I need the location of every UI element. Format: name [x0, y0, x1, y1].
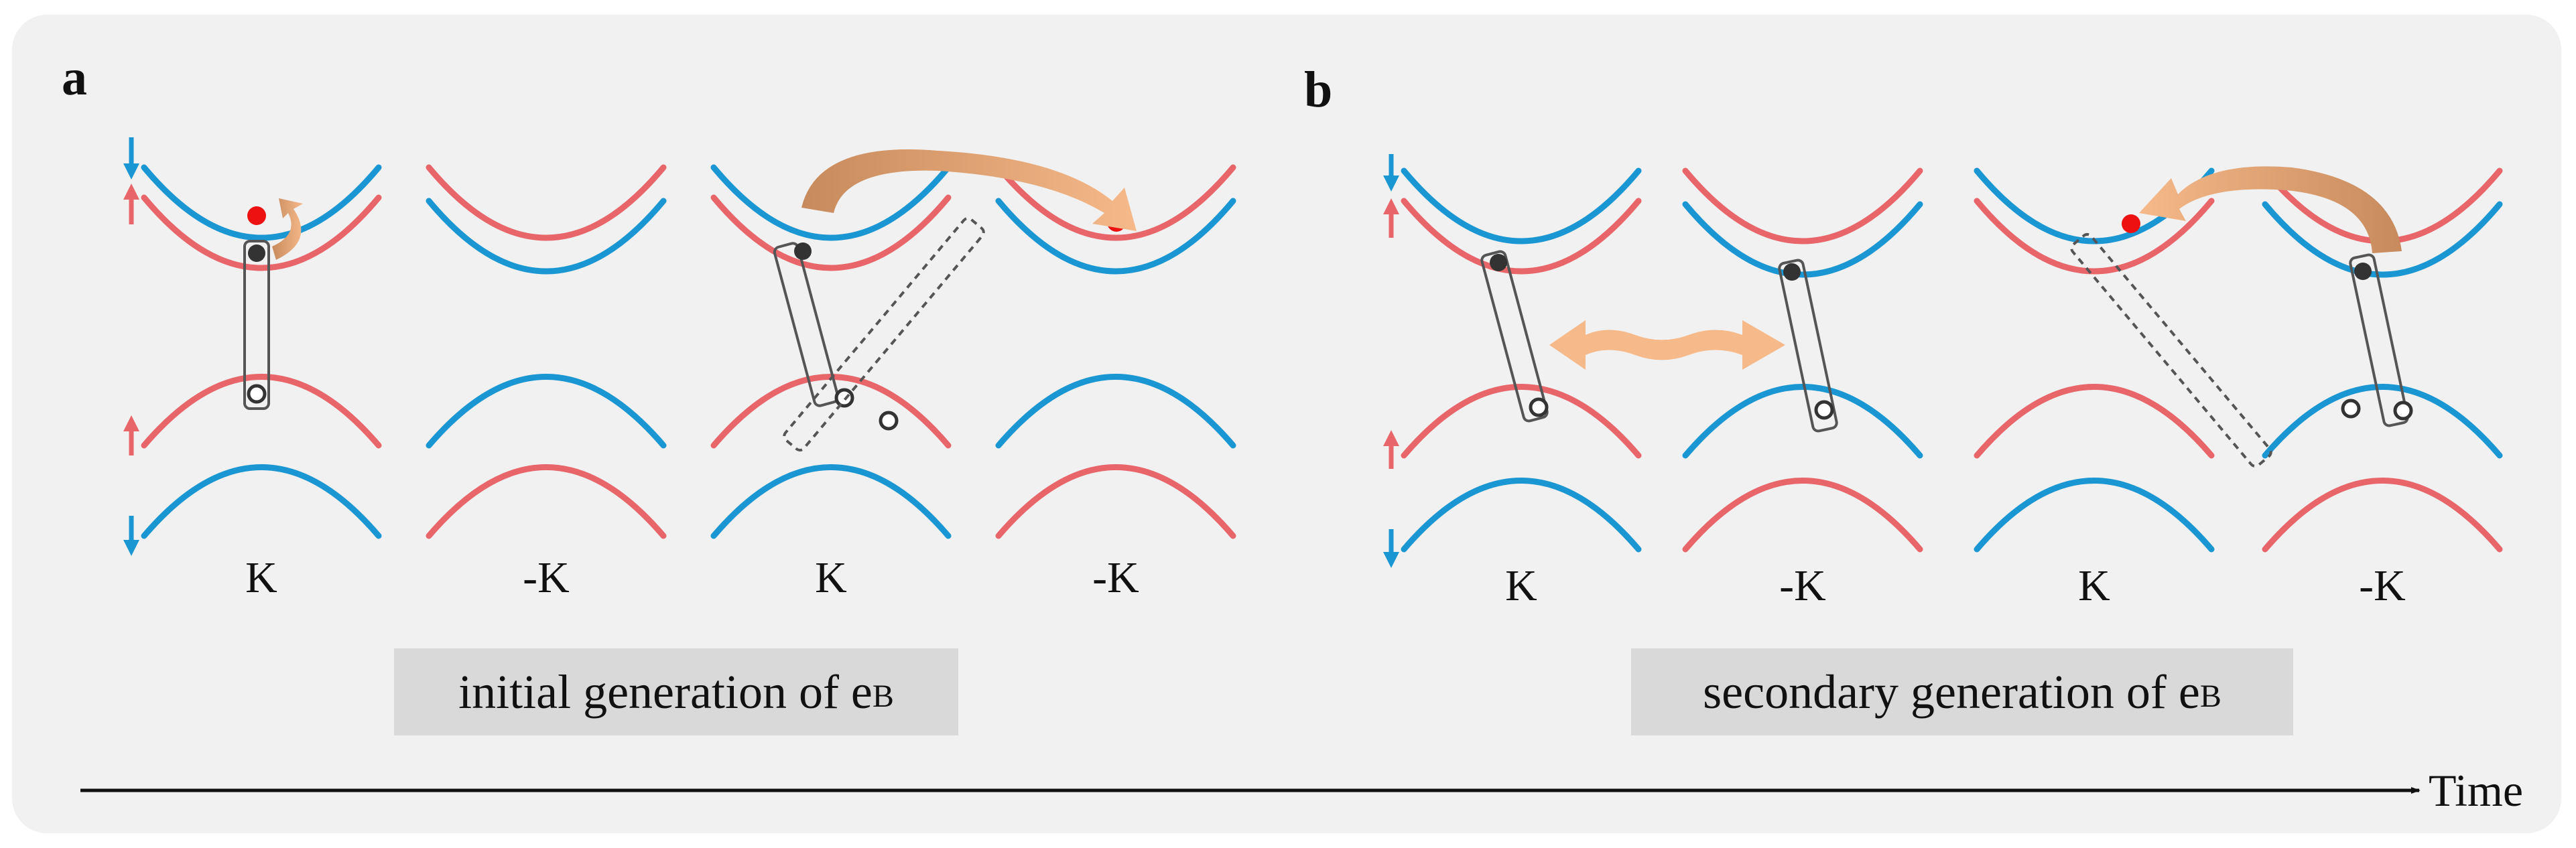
panel-a-caption-text: initial generation of e	[458, 664, 873, 719]
panel-a-valley-2-label: -K	[523, 553, 570, 602]
time-axis-label: Time	[2429, 765, 2524, 816]
panel-a-label: a	[62, 50, 87, 106]
panel-a-valley-4-label: -K	[1092, 553, 1139, 602]
panel-a-spin-down-arrow-top	[123, 137, 139, 180]
panel-b-exciton-2	[1778, 259, 1838, 433]
panel-b-valley-3-bands	[1974, 167, 2215, 553]
panel-a-valley-3-label: K	[815, 553, 847, 602]
panel-b-label: b	[1304, 62, 1333, 118]
panel-b-valley-2-bands	[1682, 167, 1923, 553]
panel-b-caption-subscript: B	[2199, 678, 2221, 714]
panel-b-exchange-wavy-arrow	[1549, 320, 1785, 370]
panel-b-spin-down-arrow-bottom	[1383, 529, 1399, 568]
panel-b-spin-down-arrow-top	[1383, 154, 1399, 192]
panel-a-dashed-exciton	[783, 213, 1126, 451]
panel-b-caption-text: secondary generation of e	[1703, 664, 2200, 719]
panel-b-intervalley-arrow	[2139, 166, 2402, 253]
panel-b-valley-3-label: K	[2078, 561, 2110, 610]
panel-a-scatter-arrow-small	[272, 198, 303, 260]
panel-b-valley-4-label: -K	[2359, 561, 2406, 610]
panel-a-valley-1-label: K	[245, 553, 277, 602]
panel-b-dashed-exciton	[2070, 214, 2361, 468]
panel-a-valley-2-bands	[426, 164, 667, 539]
panel-a-intervalley-arrow	[801, 149, 1137, 231]
panel-a-valley-4-bands	[995, 164, 1236, 539]
panel-b-valley-2-label: -K	[1779, 561, 1826, 610]
panel-a-spin-down-arrow-bottom	[123, 516, 139, 556]
panel-a-valley-1-bands	[141, 164, 382, 539]
panel-a-caption-subscript: B	[872, 678, 894, 714]
panel-a-spin-up-arrow-top	[123, 184, 139, 224]
panel-b-valley-1-bands	[1401, 167, 1642, 553]
panel-b-exciton-1	[1480, 250, 1549, 423]
panel-a-valley-3-bands	[710, 164, 952, 539]
panel-a-hot-electron-1	[247, 206, 266, 225]
panel-b-valley-1-label: K	[1505, 561, 1537, 610]
panel-a-spin-up-arrow-bottom	[123, 415, 139, 455]
panel-b-spin-up-arrow-top	[1383, 198, 1399, 238]
panel-a-exciton-1	[243, 240, 270, 410]
panel-a-exciton-3	[773, 242, 854, 408]
panel-b-spin-up-arrow-bottom	[1383, 430, 1399, 469]
panel-b-exciton-4	[2349, 253, 2413, 427]
